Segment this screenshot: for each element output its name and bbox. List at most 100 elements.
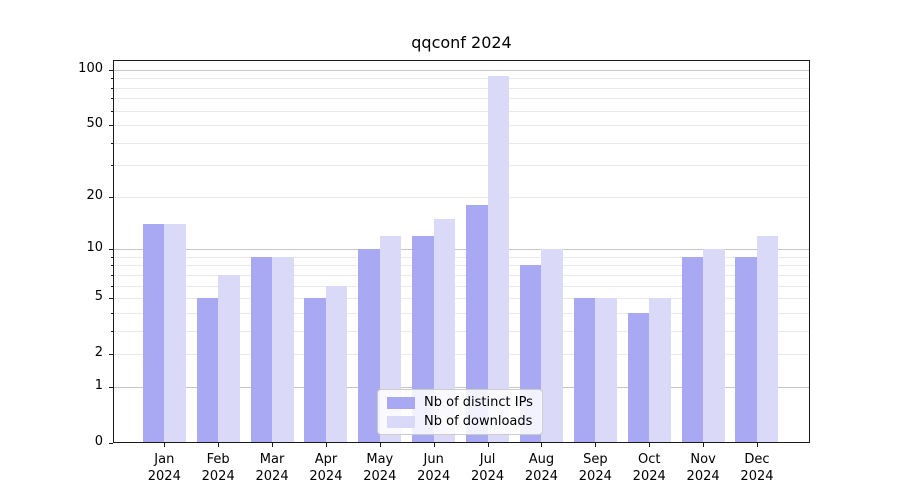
y-minor-tick-mark <box>111 165 113 167</box>
y-tick-label: 0 <box>94 434 103 449</box>
y-minor-tick-mark <box>111 98 113 100</box>
x-tick-label: Sep 2024 <box>560 451 630 485</box>
y-minor-tick-mark <box>111 256 113 258</box>
x-tick-mark <box>164 443 166 447</box>
gridline-minor <box>113 312 810 314</box>
x-tick-label: Apr 2024 <box>291 451 361 485</box>
x-tick-mark <box>541 443 543 447</box>
y-minor-tick-mark <box>111 274 113 276</box>
x-tick-year: 2024 <box>740 469 774 484</box>
y-minor-tick-mark <box>111 312 113 314</box>
x-tick-month: Mar <box>259 452 285 467</box>
x-tick-mark <box>487 443 489 447</box>
gridline-minor <box>113 110 810 112</box>
y-tick-mark <box>109 249 113 251</box>
y-tick-mark <box>109 386 113 388</box>
y-tick-label: 50 <box>86 116 103 132</box>
x-tick-month: Apr <box>314 452 338 467</box>
x-tick-label: Aug 2024 <box>506 451 576 485</box>
x-tick-year: 2024 <box>147 469 181 484</box>
gridline-minor <box>113 354 810 356</box>
x-tick-mark <box>649 443 651 447</box>
x-tick-label: Jul 2024 <box>453 451 523 485</box>
gridline-major <box>113 70 810 71</box>
y-tick-label: 1 <box>94 377 103 393</box>
gridline-minor <box>113 98 810 100</box>
x-tick-mark <box>325 443 327 447</box>
legend-label: Nb of downloads <box>424 414 533 429</box>
plot-area: 0 1 2 5 10 20 50 100 Jan 2024 Feb 2024 Mar 2024 Apr 202… <box>78 60 810 484</box>
gridline-minor <box>113 142 810 144</box>
x-tick-mark <box>703 443 705 447</box>
bar-distinct-ips-oct <box>627 312 650 443</box>
y-minor-tick-mark <box>111 285 113 287</box>
x-tick-mark <box>379 443 381 447</box>
x-tick-mark <box>756 443 758 447</box>
gridline-minor <box>113 165 810 167</box>
x-tick-month: Nov <box>690 452 716 467</box>
gridline-minor <box>113 196 810 198</box>
x-tick-year: 2024 <box>686 469 720 484</box>
x-tick-year: 2024 <box>201 469 235 484</box>
chart-title: qqconf 2024 <box>411 33 512 52</box>
bar-distinct-ips-sep <box>573 298 596 443</box>
x-tick-year: 2024 <box>255 469 289 484</box>
legend-label: Nb of distinct IPs <box>424 395 533 410</box>
gridline-minor <box>113 274 810 276</box>
x-tick-year: 2024 <box>471 469 505 484</box>
x-tick-mark <box>433 443 435 447</box>
bar-downloads-mar <box>272 256 294 443</box>
x-tick-label: Oct 2024 <box>614 451 684 485</box>
bar-distinct-ips-jul <box>466 205 488 443</box>
x-tick-month: Jun <box>423 452 444 467</box>
x-tick-year: 2024 <box>363 469 397 484</box>
y-tick-mark <box>109 354 113 356</box>
y-tick-label: 5 <box>94 289 103 305</box>
bar-distinct-ips-may <box>358 249 380 443</box>
bar-downloads-jan <box>164 224 186 443</box>
gridline-minor <box>113 265 810 267</box>
y-tick-mark <box>109 298 113 300</box>
x-tick-label: Dec 2024 <box>722 451 792 485</box>
x-tick-year: 2024 <box>309 469 343 484</box>
x-tick-month: May <box>366 452 394 467</box>
x-tick-label: Jun 2024 <box>399 451 469 485</box>
y-tick-mark <box>109 70 113 71</box>
gridline-minor <box>113 87 810 89</box>
y-minor-tick-mark <box>111 265 113 267</box>
y-minor-tick-mark <box>111 110 113 112</box>
bar-distinct-ips-mar <box>250 256 273 443</box>
x-tick-label: Nov 2024 <box>668 451 738 485</box>
gridline-minor <box>113 256 810 258</box>
legend-swatch-downloads <box>387 415 415 428</box>
legend-entry: Nb of distinct IPs <box>387 395 533 410</box>
legend-swatch-distinct-ips <box>387 396 415 409</box>
x-tick-year: 2024 <box>524 469 558 484</box>
x-tick-year: 2024 <box>578 469 612 484</box>
gridline-minor <box>113 298 810 300</box>
bar-downloads-sep <box>595 298 617 443</box>
y-tick-label: 10 <box>86 240 103 256</box>
bar-downloads-aug <box>541 249 563 443</box>
x-tick-month: Dec <box>744 452 770 467</box>
bar-distinct-ips-apr <box>304 298 326 443</box>
bar-downloads-feb <box>218 274 240 443</box>
bar-downloads-apr <box>325 285 348 443</box>
x-tick-label: Jan 2024 <box>129 451 199 485</box>
y-minor-tick-mark <box>111 330 113 332</box>
bar-downloads-nov <box>703 249 725 443</box>
x-tick-month: Oct <box>637 452 661 467</box>
y-tick-label: 2 <box>94 345 103 361</box>
gridline-minor <box>113 285 810 287</box>
x-tick-year: 2024 <box>632 469 666 484</box>
x-tick-mark <box>595 443 597 447</box>
bar-downloads-jun <box>433 218 456 443</box>
gridline-major <box>113 386 810 388</box>
y-minor-tick-mark <box>111 87 113 89</box>
y-minor-tick-mark <box>111 142 113 144</box>
x-tick-month: Jan <box>154 452 175 467</box>
x-tick-label: Feb 2024 <box>183 451 253 485</box>
x-tick-month: Jul <box>479 452 496 467</box>
bar-distinct-ips-jan <box>142 224 165 443</box>
